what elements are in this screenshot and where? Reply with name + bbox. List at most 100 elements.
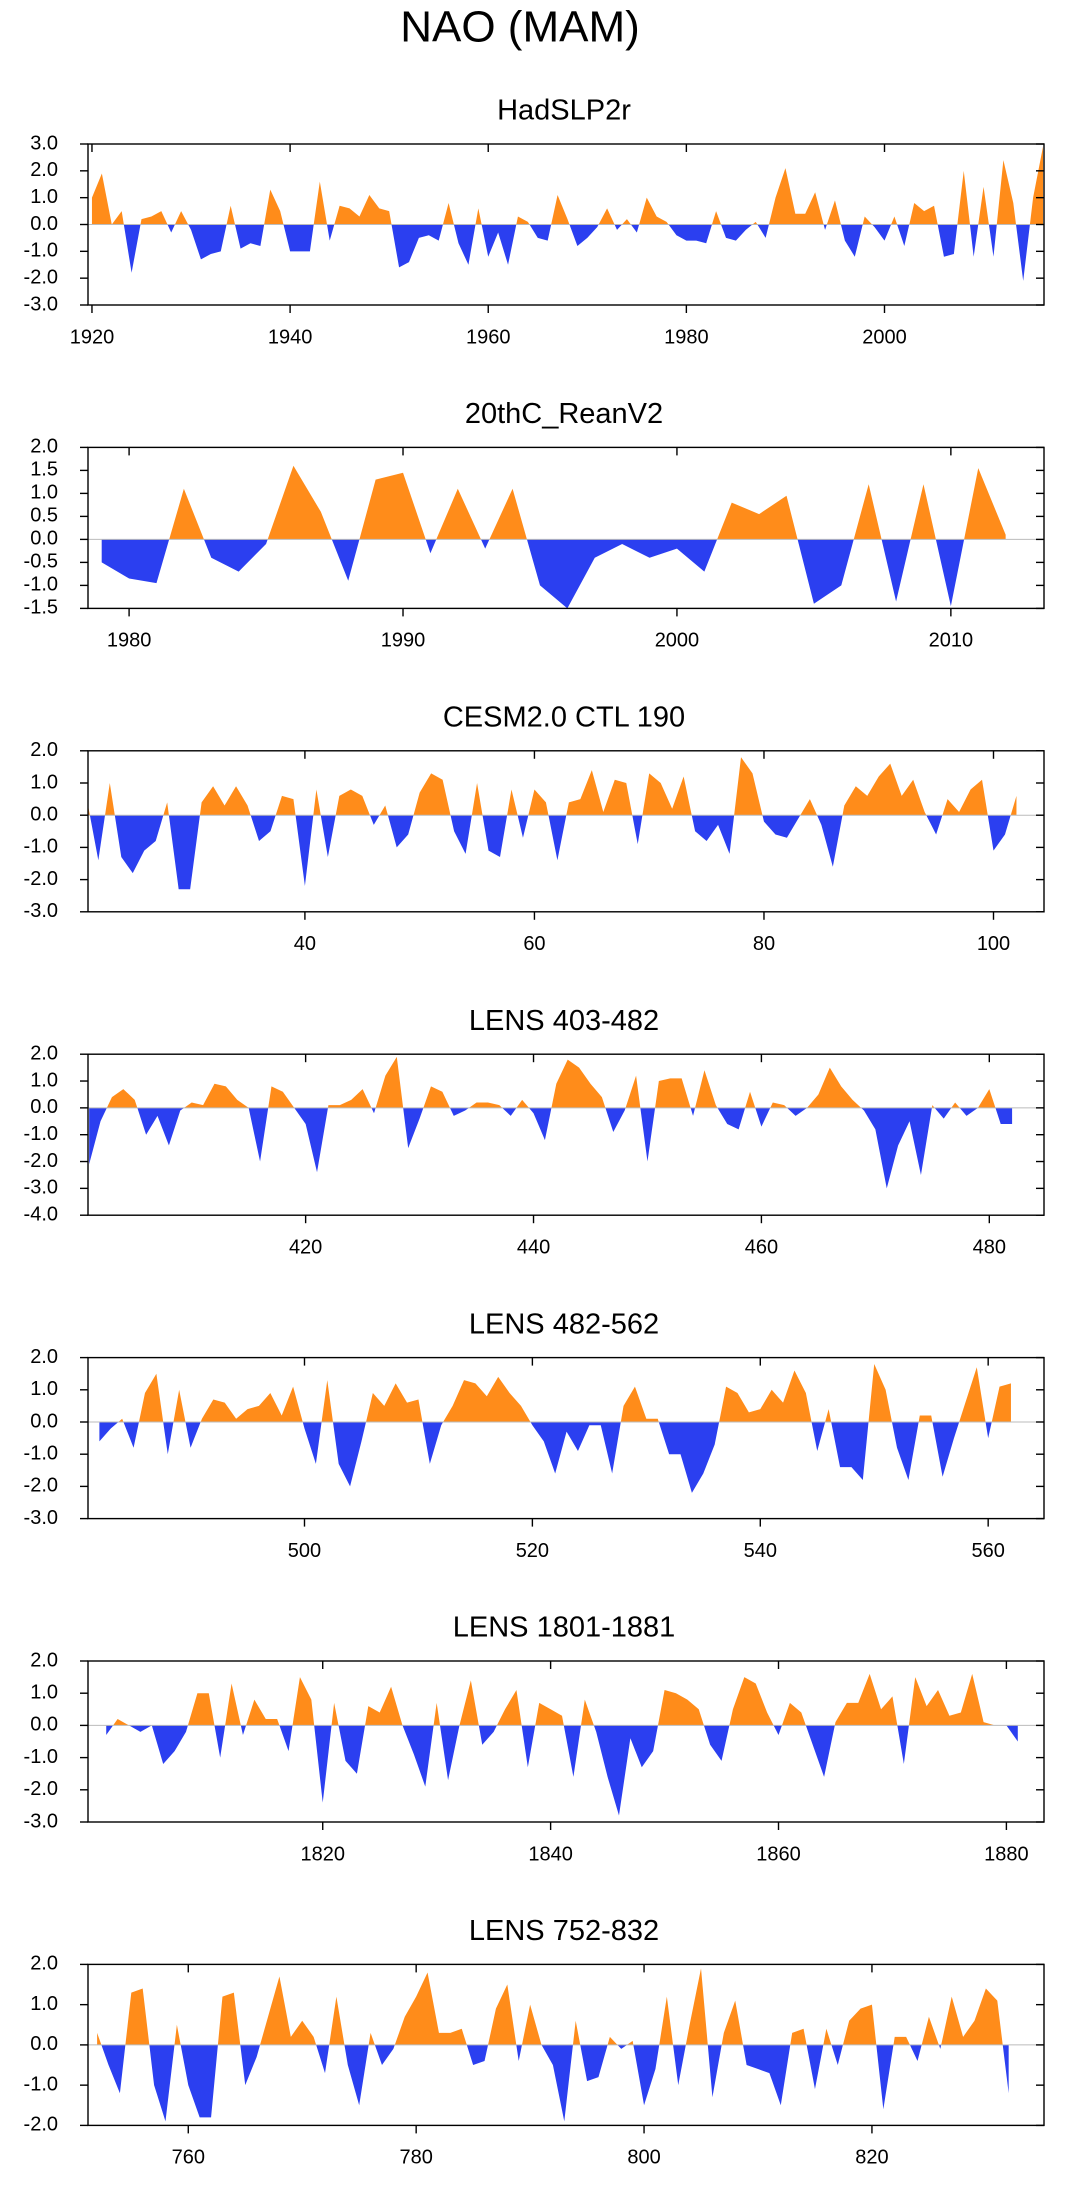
y-tick-label: -2.0 bbox=[24, 868, 58, 890]
negative-area bbox=[89, 1107, 1013, 1189]
y-tick-label: -1.0 bbox=[24, 240, 58, 262]
x-tick-label: 480 bbox=[973, 1236, 1006, 1258]
negative-area bbox=[99, 1422, 1011, 1493]
panel-title: LENS 752-832 bbox=[469, 1915, 659, 1947]
y-tick-label: -3.0 bbox=[24, 293, 58, 315]
positive-area bbox=[91, 146, 1044, 225]
panel-title: LENS 482-562 bbox=[469, 1308, 659, 1340]
y-tick-label: -4.0 bbox=[24, 1203, 58, 1225]
y-tick-label: 1.0 bbox=[30, 186, 58, 208]
positive-area bbox=[97, 1968, 1009, 2045]
y-tick-label: 2.0 bbox=[30, 1042, 58, 1064]
negative-area bbox=[101, 2044, 1009, 2122]
y-tick-label: 2.0 bbox=[30, 739, 58, 761]
negative-area bbox=[89, 815, 1011, 890]
y-tick-label: 0.5 bbox=[30, 505, 58, 527]
x-tick-label: 800 bbox=[627, 2147, 660, 2169]
y-tick-label: -2.0 bbox=[24, 1778, 58, 1800]
x-tick-label: 440 bbox=[517, 1236, 550, 1258]
x-tick-label: 420 bbox=[289, 1236, 322, 1258]
y-tick-label: -3.0 bbox=[24, 1507, 58, 1529]
x-tick-label: 1990 bbox=[381, 630, 426, 652]
x-tick-label: 1980 bbox=[107, 630, 152, 652]
y-tick-label: -1.5 bbox=[24, 597, 58, 619]
x-tick-label: 1960 bbox=[466, 326, 511, 348]
y-tick-label: -1.0 bbox=[24, 1123, 58, 1145]
y-tick-label: -3.0 bbox=[24, 900, 58, 922]
y-tick-label: -1.0 bbox=[24, 2073, 58, 2095]
y-tick-label: -1.0 bbox=[24, 836, 58, 858]
x-tick-label: 1880 bbox=[984, 1843, 1029, 1865]
plot-frame bbox=[87, 1356, 1045, 1520]
positive-area bbox=[118, 1364, 1011, 1422]
x-tick-label: 780 bbox=[399, 2147, 432, 2169]
y-tick-label: 2.0 bbox=[30, 1953, 58, 1975]
x-tick-label: 1820 bbox=[300, 1843, 345, 1865]
plot-frame bbox=[87, 1660, 1045, 1823]
y-tick-label: 2.0 bbox=[30, 1649, 58, 1671]
plot-frame bbox=[87, 750, 1045, 913]
y-tick-label: -2.0 bbox=[24, 2114, 58, 2136]
y-tick-label: 3.0 bbox=[30, 132, 58, 154]
y-tick-label: 1.0 bbox=[30, 1378, 58, 1400]
positive-area bbox=[169, 465, 1006, 540]
panel-title: HadSLP2r bbox=[497, 95, 631, 127]
y-tick-label: -3.0 bbox=[24, 1810, 58, 1832]
y-tick-label: 0.0 bbox=[30, 528, 58, 550]
x-tick-label: 1940 bbox=[268, 326, 313, 348]
x-tick-label: 80 bbox=[753, 933, 775, 955]
panel-title: LENS 1801-1881 bbox=[453, 1612, 676, 1644]
y-tick-label: 0.0 bbox=[30, 1410, 58, 1432]
x-tick-label: 2000 bbox=[862, 326, 907, 348]
y-tick-label: -2.0 bbox=[24, 1475, 58, 1497]
x-tick-label: 2010 bbox=[929, 630, 974, 652]
plot-frame bbox=[87, 446, 1045, 610]
y-tick-label: 1.0 bbox=[30, 482, 58, 504]
x-tick-label: 500 bbox=[288, 1540, 321, 1562]
figure-title: NAO (MAM) bbox=[400, 3, 640, 52]
x-tick-label: 460 bbox=[745, 1236, 778, 1258]
y-tick-label: 1.5 bbox=[30, 459, 58, 481]
panel-title: LENS 403-482 bbox=[469, 1005, 659, 1037]
x-tick-label: 760 bbox=[172, 2147, 205, 2169]
y-tick-label: -0.5 bbox=[24, 551, 58, 573]
y-tick-label: 0.0 bbox=[30, 213, 58, 235]
y-tick-label: 2.0 bbox=[30, 1346, 58, 1368]
y-tick-label: 1.0 bbox=[30, 1069, 58, 1091]
y-tick-label: -2.0 bbox=[24, 266, 58, 288]
x-tick-label: 1920 bbox=[70, 326, 115, 348]
y-tick-label: 0.0 bbox=[30, 803, 58, 825]
y-tick-label: 2.0 bbox=[30, 436, 58, 458]
x-tick-label: 820 bbox=[855, 2147, 888, 2169]
positive-area bbox=[106, 1673, 1018, 1726]
y-tick-label: -1.0 bbox=[24, 1746, 58, 1768]
x-tick-label: 40 bbox=[294, 933, 316, 955]
y-tick-label: -1.0 bbox=[24, 1442, 58, 1464]
x-tick-label: 100 bbox=[977, 933, 1010, 955]
panel-title: CESM2.0 CTL 190 bbox=[443, 701, 685, 733]
y-tick-label: 0.0 bbox=[30, 2033, 58, 2055]
y-tick-label: 2.0 bbox=[30, 159, 58, 181]
positive-area bbox=[88, 757, 1017, 816]
y-tick-label: 1.0 bbox=[30, 771, 58, 793]
y-tick-label: 1.0 bbox=[30, 1993, 58, 2015]
x-tick-label: 1840 bbox=[528, 1843, 573, 1865]
x-tick-label: 60 bbox=[523, 933, 545, 955]
negative-area bbox=[106, 1725, 1018, 1816]
x-tick-label: 2000 bbox=[655, 630, 700, 652]
negative-area bbox=[101, 539, 965, 609]
x-tick-label: 520 bbox=[516, 1540, 549, 1562]
x-tick-label: 560 bbox=[971, 1540, 1004, 1562]
y-tick-label: 1.0 bbox=[30, 1681, 58, 1703]
x-tick-label: 1980 bbox=[664, 326, 709, 348]
negative-area bbox=[91, 224, 1044, 281]
y-tick-label: -1.0 bbox=[24, 574, 58, 596]
x-tick-label: 1860 bbox=[756, 1843, 801, 1865]
y-tick-label: 0.0 bbox=[30, 1714, 58, 1736]
y-tick-label: 0.0 bbox=[30, 1096, 58, 1118]
y-tick-label: -3.0 bbox=[24, 1177, 58, 1199]
x-tick-label: 540 bbox=[744, 1540, 777, 1562]
panel-title: 20thC_ReanV2 bbox=[465, 398, 663, 430]
